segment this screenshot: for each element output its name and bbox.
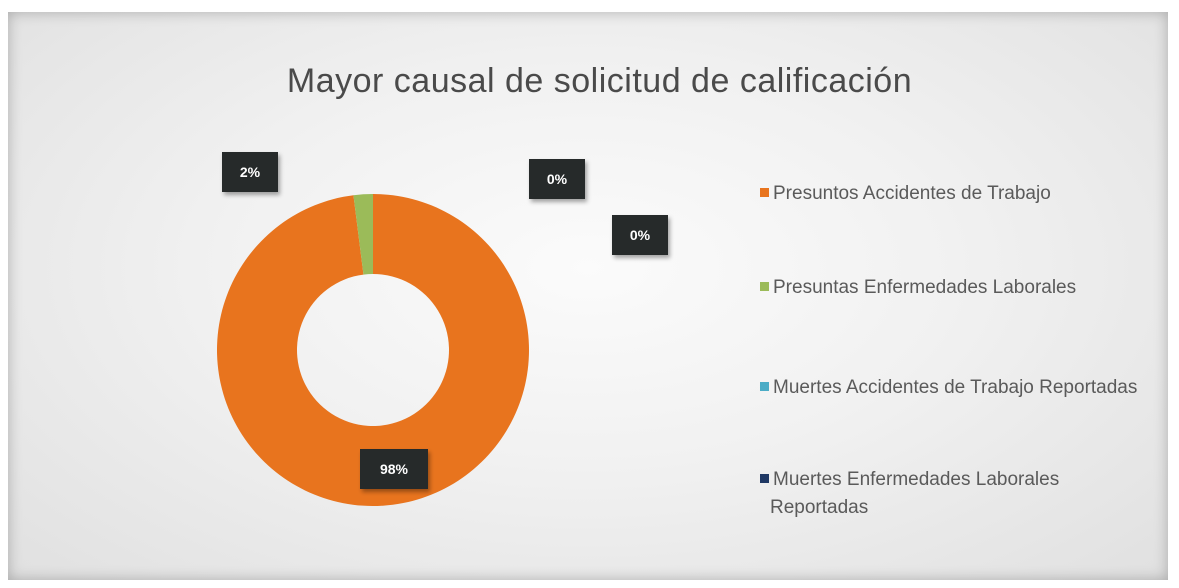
legend-swatch: [760, 474, 769, 483]
svg-text:2%: 2%: [240, 164, 261, 180]
legend-label: Muertes Enfermedades Laborales Reportada…: [770, 469, 1060, 518]
donut-slice-presuntos-accidentes: [216, 194, 529, 507]
svg-text:0%: 0%: [630, 227, 651, 243]
chart-frame: [8, 12, 1168, 580]
legend-swatch: [760, 382, 769, 391]
svg-text:98%: 98%: [380, 461, 409, 477]
legend-label: Presuntas Enfermedades Laborales: [773, 277, 1077, 298]
svg-text:0%: 0%: [547, 171, 568, 187]
legend-item-muertes-accidentes: Muertes Accidentes de Trabajo Reportadas: [760, 374, 1160, 402]
legend-label: Muertes Accidentes de Trabajo Reportadas: [773, 377, 1138, 398]
legend-item-presuntas-enfermedades: Presuntas Enfermedades Laborales: [760, 274, 1160, 302]
data-label-presuntas-enfermedades: 2%: [222, 152, 278, 192]
legend-label: Presuntos Accidentes de Trabajo: [773, 183, 1051, 204]
data-label-muertes-enfermedades: 0%: [612, 215, 668, 255]
legend-item-presuntos-accidentes: Presuntos Accidentes de Trabajo: [760, 180, 1160, 208]
data-label-muertes-accidentes: 0%: [529, 159, 585, 199]
legend-item-muertes-enfermedades: Muertes Enfermedades Laborales Reportada…: [760, 466, 1160, 522]
legend-swatch: [760, 188, 769, 197]
donut-slice-presuntas-enfermedades: [353, 194, 373, 275]
chart-title: Mayor causal de solicitud de calificació…: [286, 62, 913, 100]
legend-swatch: [760, 282, 769, 291]
data-label-presuntos-accidentes: 98%: [360, 449, 428, 489]
